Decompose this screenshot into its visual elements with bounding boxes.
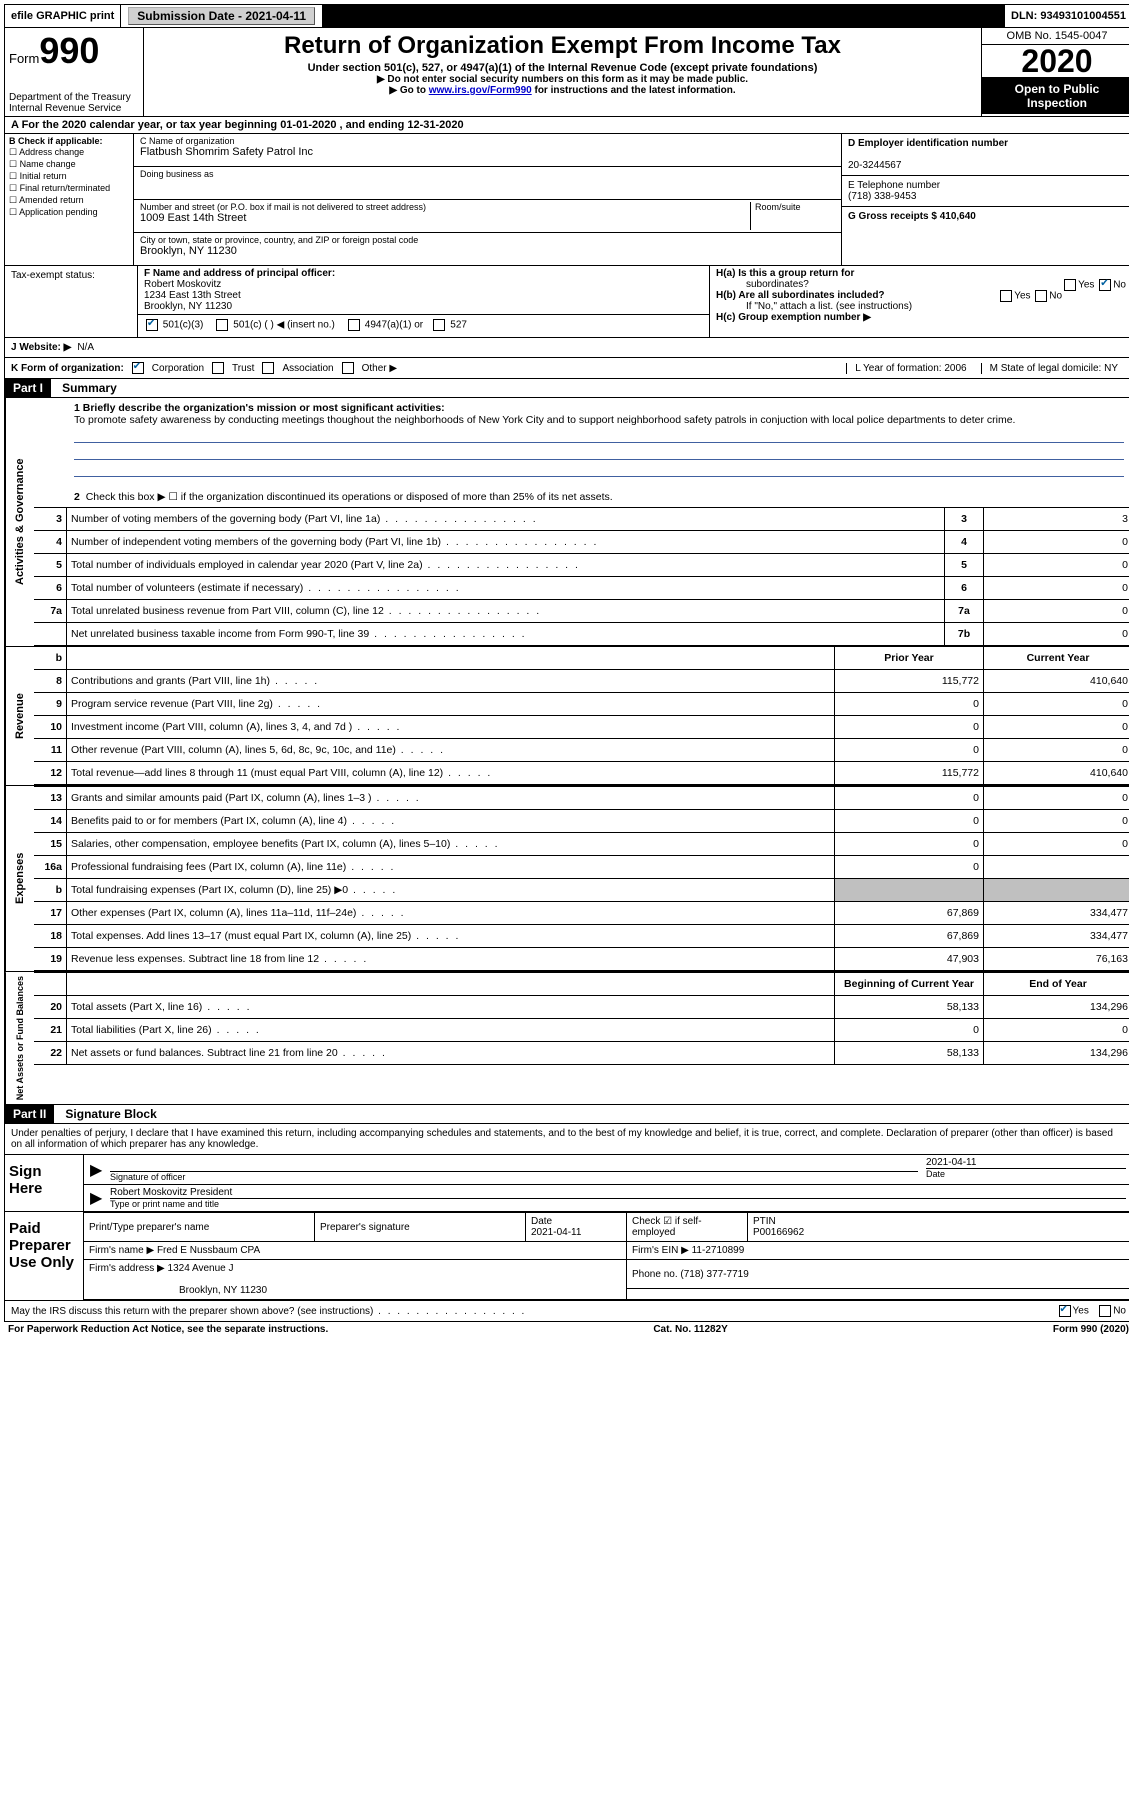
irs-label: Internal Revenue Service	[9, 103, 139, 114]
dln: DLN: 93493101004551	[1005, 5, 1129, 27]
summary-netassets: Net Assets or Fund Balances Beginning of…	[4, 972, 1129, 1105]
tax-exempt-label: Tax-exempt status:	[5, 266, 138, 337]
org-city: Brooklyn, NY 11230	[140, 245, 237, 257]
summary-revenue: Revenue b Prior Year Current Year 8Contr…	[4, 647, 1129, 786]
summary-governance: Activities & Governance 1 Briefly descri…	[4, 398, 1129, 647]
signature-block: Under penalties of perjury, I declare th…	[4, 1124, 1129, 1301]
website-row: J Website: ▶ N/A	[4, 338, 1129, 358]
tax-year: 2020	[982, 45, 1129, 78]
form-title: Return of Organization Exempt From Incom…	[148, 32, 977, 60]
org-address: 1009 East 14th Street	[140, 212, 246, 224]
section-bcd: B Check if applicable: ☐ Address change …	[4, 134, 1129, 266]
top-bar: efile GRAPHIC print Submission Date - 20…	[4, 4, 1129, 28]
part2-header: Part II Signature Block	[4, 1105, 1129, 1124]
preparer-table: Print/Type preparer's name Preparer's si…	[84, 1212, 1129, 1300]
box-d: D Employer identification number 20-3244…	[842, 134, 1129, 265]
row-a-period: A For the 2020 calendar year, or tax yea…	[4, 117, 1129, 134]
expenses-table: 13Grants and similar amounts paid (Part …	[34, 786, 1129, 971]
page-footer: For Paperwork Reduction Act Notice, see …	[4, 1322, 1129, 1337]
form990-link[interactable]: www.irs.gov/Form990	[429, 85, 532, 96]
note-ssn: ▶ Do not enter social security numbers o…	[148, 74, 977, 85]
revenue-table: b Prior Year Current Year 8Contributions…	[34, 647, 1129, 785]
note-link: ▶ Go to www.irs.gov/Form990 for instruct…	[148, 85, 977, 96]
mission-block: 1 Briefly describe the organization's mi…	[34, 398, 1129, 483]
org-name: Flatbush Shomrim Safety Patrol Inc	[140, 146, 313, 158]
form-number: Form990	[9, 30, 139, 72]
box-h: H(a) Is this a group return for subordin…	[710, 266, 1129, 337]
submission-date: Submission Date - 2021-04-11	[121, 5, 323, 27]
section-fh: Tax-exempt status: F Name and address of…	[4, 266, 1129, 338]
discuss-row: May the IRS discuss this return with the…	[4, 1301, 1129, 1322]
summary-expenses: Expenses 13Grants and similar amounts pa…	[4, 786, 1129, 972]
box-c: C Name of organization Flatbush Shomrim …	[134, 134, 842, 265]
form-subtitle: Under section 501(c), 527, or 4947(a)(1)…	[148, 62, 977, 74]
box-f: F Name and address of principal officer:…	[138, 266, 710, 337]
row-k: K Form of organization: Corporation Trus…	[4, 358, 1129, 379]
phone: (718) 338-9453	[848, 191, 916, 202]
spacer	[323, 5, 1005, 27]
mission-text: To promote safety awareness by conductin…	[74, 414, 1015, 426]
netassets-table: Beginning of Current Year End of Year 20…	[34, 972, 1129, 1065]
form-header: Form990 Department of the Treasury Inter…	[4, 28, 1129, 117]
gross-receipts: G Gross receipts $ 410,640	[848, 211, 976, 222]
public-inspection: Open to Public Inspection	[982, 78, 1129, 114]
dept-label: Department of the Treasury	[9, 92, 139, 103]
box-b: B Check if applicable: ☐ Address change …	[5, 134, 134, 265]
efile-label: efile GRAPHIC print	[5, 5, 121, 27]
part1-header: Part I Summary	[4, 379, 1129, 398]
ein: 20-3244567	[848, 160, 901, 171]
gov-table: 3Number of voting members of the governi…	[34, 507, 1129, 646]
